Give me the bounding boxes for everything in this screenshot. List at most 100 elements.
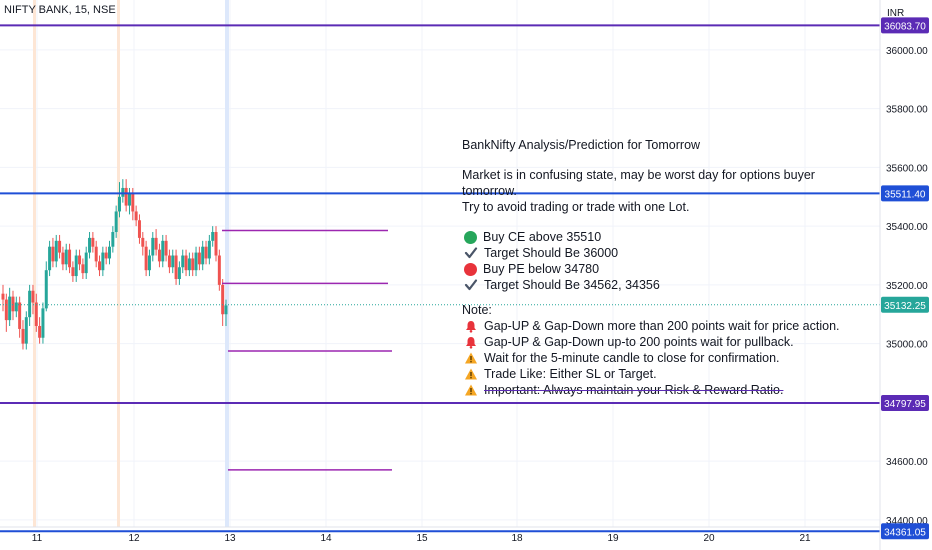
current-price-badge	[881, 296, 929, 313]
alarm-bell-icon	[466, 321, 476, 333]
level-price-label: 34797.95	[884, 399, 926, 410]
candle-body	[74, 255, 78, 277]
candle-body	[127, 193, 131, 206]
candle-body	[24, 317, 28, 344]
candle-body	[1, 293, 5, 300]
symbol-label: NIFTY BANK, 15, NSE	[4, 4, 116, 16]
candle-body	[68, 249, 72, 268]
candle-body	[221, 284, 225, 315]
note-item-4: Trade Like: Either SL or Target.	[462, 366, 872, 382]
candle-body	[117, 196, 121, 212]
warning-icon	[465, 384, 477, 396]
y-tick-label: 35000.00	[886, 340, 928, 351]
y-tick-label: 35800.00	[886, 105, 928, 116]
target-pe-text: Target Should Be 34562, 34356	[484, 278, 660, 292]
buy-ce-row: Buy CE above 35510	[462, 229, 872, 245]
warning-icon	[465, 352, 477, 364]
candle-body	[21, 328, 25, 344]
check-mark-icon	[464, 247, 478, 259]
candle-body	[181, 255, 185, 268]
candle-body	[81, 264, 85, 274]
x-tick-label: 11	[32, 533, 43, 544]
check-mark-icon	[464, 279, 478, 291]
note-line-2: Try to avoid trading or trade with one L…	[462, 200, 690, 214]
candle-body	[34, 302, 38, 326]
candle-body	[211, 232, 215, 241]
candle-body	[31, 290, 35, 303]
candle-body	[214, 232, 218, 256]
note-item-2: Gap-UP & Gap-Down up-to 200 points wait …	[462, 334, 872, 350]
level-price-label: 36083.70	[884, 21, 926, 32]
candle-body	[48, 246, 52, 271]
candle-body	[84, 252, 88, 274]
candle-body	[41, 308, 45, 338]
note-label: Note:	[462, 303, 492, 317]
level-price-badge	[881, 394, 929, 411]
level-price-label: 35511.40	[885, 189, 926, 200]
warning-icon	[465, 368, 477, 380]
candle-body	[114, 211, 118, 233]
green-circle-icon	[464, 230, 477, 244]
note-item-1: Gap-UP & Gap-Down more than 200 points w…	[462, 318, 872, 334]
level-price-badge	[881, 185, 929, 202]
candle-body	[131, 193, 135, 212]
x-tick-label: 13	[224, 533, 236, 544]
candle-body	[157, 249, 161, 262]
x-tick-label: 20	[703, 533, 715, 544]
candle-body	[71, 267, 75, 277]
candle-body	[161, 240, 165, 262]
currency-label: INR	[887, 8, 904, 19]
candle-body	[164, 240, 168, 256]
current-price-label: 35132.25	[884, 301, 926, 312]
red-circle-icon	[464, 262, 477, 276]
candle-body	[78, 255, 82, 265]
candle-body	[8, 296, 12, 321]
session-band	[33, 0, 36, 527]
candle-body	[51, 246, 55, 262]
candle-body	[171, 255, 175, 268]
level-price-label: 34361.05	[884, 527, 926, 538]
candle-body	[134, 211, 138, 221]
candle-body	[207, 240, 211, 259]
buy-pe-row: Buy PE below 34780	[462, 261, 872, 277]
y-tick-label: 36000.00	[886, 46, 928, 57]
candle-body	[61, 252, 65, 265]
buy-ce-text: Buy CE above 35510	[483, 230, 602, 244]
candle-body	[121, 187, 125, 197]
x-tick-label: 18	[511, 533, 523, 544]
candle-body	[224, 305, 228, 315]
note-item-1-text: Gap-UP & Gap-Down more than 200 points w…	[484, 319, 840, 333]
note-item-3: Wait for the 5-minute candle to close fo…	[462, 350, 872, 366]
y-tick-label: 35400.00	[886, 222, 928, 233]
note-title: BankNifty Analysis/Prediction for Tomorr…	[462, 138, 701, 152]
target-ce-row: Target Should Be 36000	[462, 245, 872, 261]
candle-body	[151, 237, 155, 256]
candle-body	[184, 255, 188, 271]
level-price-badge	[881, 523, 929, 540]
candle-body	[111, 232, 115, 247]
x-tick-label: 14	[320, 533, 332, 544]
candle-body	[191, 258, 195, 271]
candle-body	[98, 261, 102, 271]
analysis-note: BankNifty Analysis/Prediction for Tomorr…	[462, 137, 872, 398]
candle-body	[64, 249, 68, 265]
candle-body	[137, 220, 141, 238]
candle-body	[194, 252, 198, 271]
x-tick-label: 15	[416, 533, 428, 544]
candle-body	[94, 246, 98, 262]
candle-body	[201, 246, 205, 265]
x-tick-label: 12	[128, 533, 140, 544]
candle-body	[154, 237, 158, 250]
candle-body	[11, 296, 15, 312]
y-tick-label: 35200.00	[886, 281, 928, 292]
candle-body	[204, 246, 208, 259]
y-tick-label: 34400.00	[886, 516, 928, 527]
candle-body	[54, 240, 58, 262]
candle-body	[4, 299, 8, 321]
candle-body	[108, 246, 112, 259]
candle-body	[88, 237, 92, 253]
candle-body	[44, 270, 48, 309]
note-item-5-text: Important: Always maintain your Risk & R…	[484, 383, 784, 397]
note-item-2-text: Gap-UP & Gap-Down up-to 200 points wait …	[484, 335, 794, 349]
